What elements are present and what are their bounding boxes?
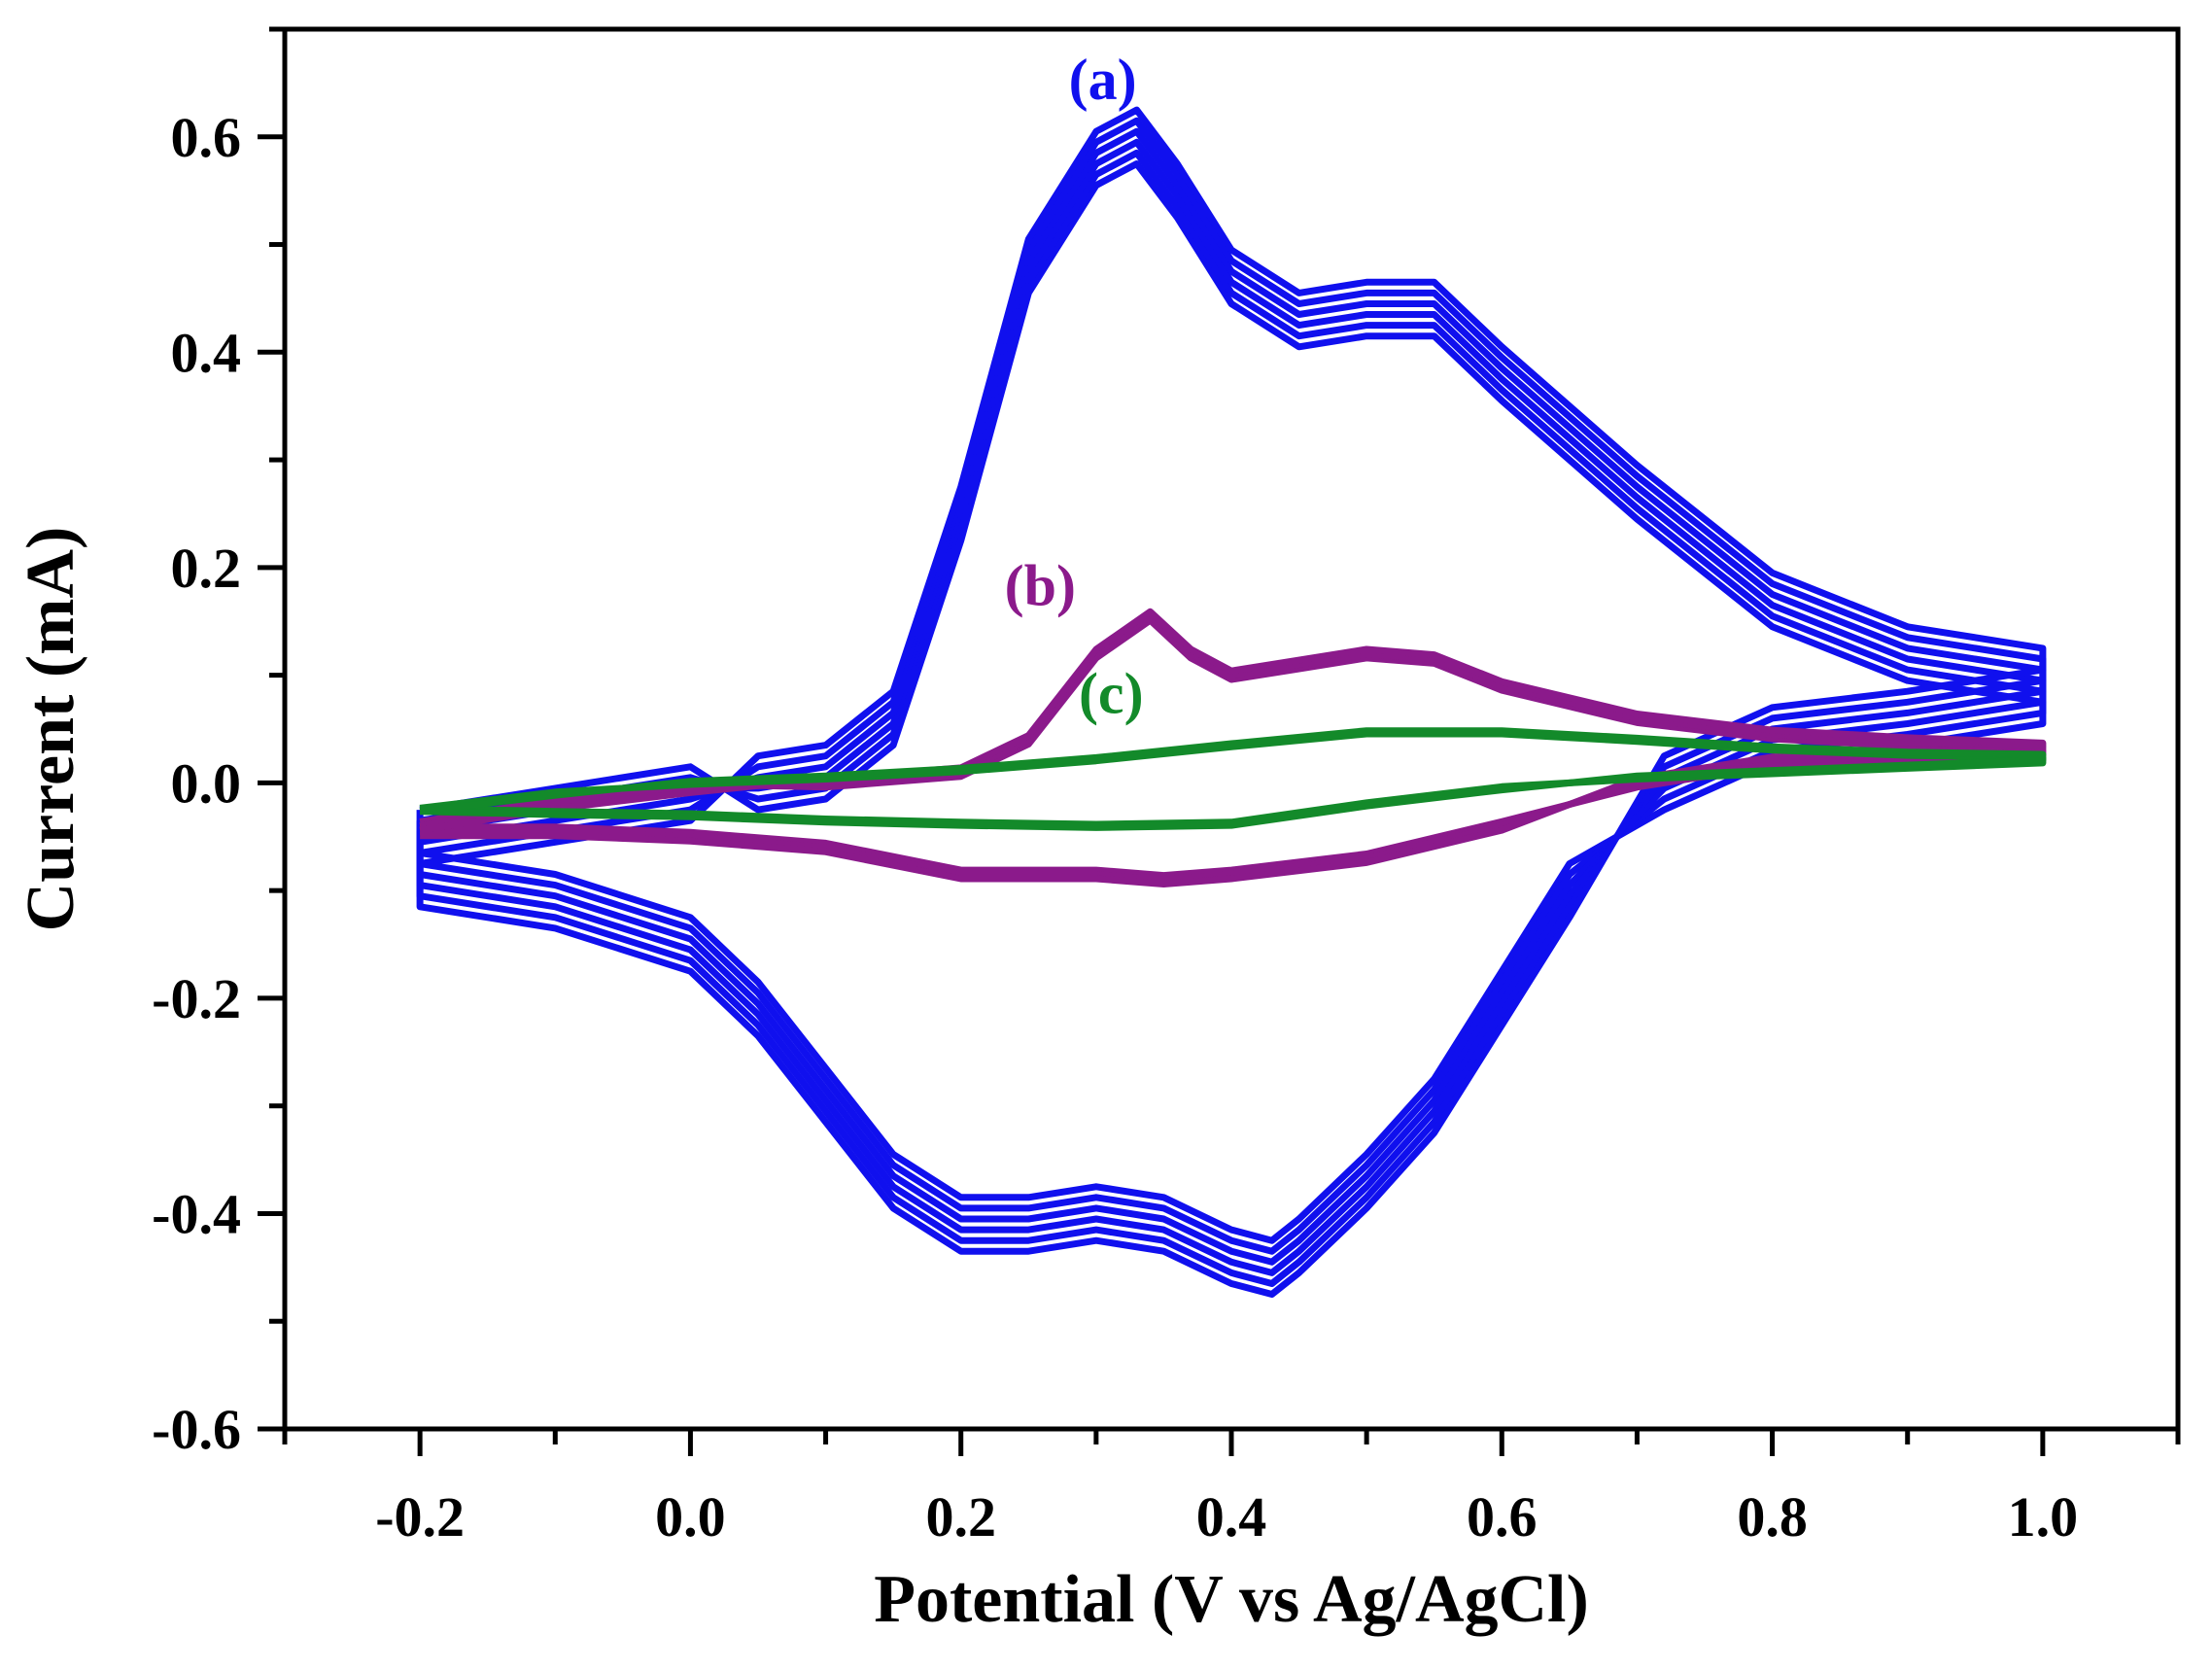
y-tick-label: -0.6 bbox=[152, 1398, 241, 1461]
x-axis-ticks: -0.2 0.0 0.2 0.4 0.6 0.8 1.0 bbox=[282, 1429, 2181, 1548]
y-tick-label: 0.0 bbox=[171, 751, 242, 815]
x-tick-label: 1.0 bbox=[2008, 1485, 2079, 1548]
series-curves bbox=[416, 106, 2047, 1298]
x-tick-label: 0.6 bbox=[1467, 1485, 1538, 1548]
series-1-cycle-6 bbox=[416, 106, 2047, 1298]
x-axis-title: Potential (V vs Ag/AgCl) bbox=[874, 1562, 1589, 1637]
y-tick-label: 0.2 bbox=[171, 537, 242, 600]
series-label: (b) bbox=[1005, 554, 1076, 618]
x-tick-label: -0.2 bbox=[375, 1485, 465, 1548]
y-tick-label: 0.6 bbox=[171, 106, 242, 169]
series-label: (a) bbox=[1069, 48, 1137, 112]
y-tick-label: -0.2 bbox=[152, 967, 241, 1030]
x-tick-label: 0.8 bbox=[1737, 1485, 1808, 1548]
series-3-cycle-2 bbox=[419, 727, 2047, 831]
x-tick-label: 0.0 bbox=[655, 1485, 726, 1548]
series-label: (c) bbox=[1079, 661, 1144, 725]
x-tick-label: 0.4 bbox=[1196, 1485, 1267, 1548]
y-axis-title: Current (mA) bbox=[14, 527, 88, 932]
y-tick-label: 0.4 bbox=[171, 321, 242, 384]
series-3 bbox=[419, 727, 2047, 831]
y-axis-ticks: -0.6 -0.4 -0.2 0.0 0.2 0.4 0.6 bbox=[152, 26, 285, 1461]
series-2 bbox=[419, 608, 2047, 887]
x-tick-label: 0.2 bbox=[925, 1485, 996, 1548]
plot-frame bbox=[282, 26, 2181, 1432]
series-1 bbox=[416, 106, 2047, 1298]
series-2-cycle-3 bbox=[419, 608, 2047, 887]
y-tick-label: -0.4 bbox=[152, 1182, 241, 1245]
series-labels: (a) (b)(c) bbox=[1005, 48, 1144, 725]
